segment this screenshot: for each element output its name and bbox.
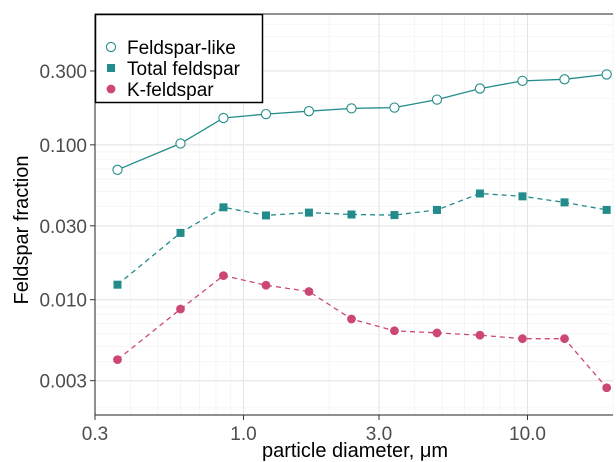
data-point bbox=[431, 94, 443, 105]
series-line bbox=[117, 274, 608, 389]
legend-label: Total feldspar bbox=[127, 59, 241, 80]
data-point bbox=[303, 106, 315, 117]
data-point bbox=[390, 326, 399, 336]
series-1 bbox=[113, 189, 611, 289]
data-point bbox=[219, 203, 228, 212]
data-point bbox=[474, 83, 486, 94]
series-line bbox=[117, 73, 607, 171]
y-tick-label: 0.003 bbox=[39, 372, 87, 393]
legend-marker bbox=[105, 41, 117, 53]
data-point bbox=[176, 228, 185, 237]
data-point bbox=[261, 211, 270, 220]
y-tick-label: 0.030 bbox=[39, 217, 87, 238]
legend-item: K-feldspar bbox=[106, 80, 214, 101]
y-tick-label: 0.010 bbox=[39, 291, 87, 312]
data-point bbox=[304, 208, 313, 217]
legend-item: Feldspar-like bbox=[105, 38, 236, 59]
data-point bbox=[517, 75, 528, 87]
series-2 bbox=[113, 271, 612, 393]
data-point bbox=[346, 103, 357, 114]
data-point bbox=[602, 383, 612, 393]
data-point bbox=[112, 164, 123, 175]
legend-label: K-feldspar bbox=[127, 80, 214, 101]
data-point bbox=[560, 334, 569, 344]
y-tick-label: 0.300 bbox=[39, 62, 87, 83]
data-point bbox=[218, 112, 229, 124]
y-axis-title: Feldspar fraction bbox=[11, 156, 33, 305]
data-point bbox=[304, 287, 314, 296]
data-point bbox=[518, 334, 527, 344]
data-point bbox=[175, 138, 186, 149]
x-tick-label: 10.0 bbox=[509, 424, 546, 445]
data-point bbox=[390, 211, 399, 220]
legend-label: Feldspar-like bbox=[127, 38, 236, 59]
data-point bbox=[347, 210, 356, 219]
series-line bbox=[117, 192, 607, 286]
data-point bbox=[113, 280, 122, 289]
legend-item: Total feldspar bbox=[107, 59, 241, 80]
series-0 bbox=[112, 69, 612, 175]
data-point bbox=[176, 304, 185, 314]
legend-marker bbox=[106, 84, 116, 94]
x-tick-label: 3.0 bbox=[366, 424, 392, 445]
x-axis-title: particle diameter, μm bbox=[262, 440, 448, 462]
data-point bbox=[260, 108, 272, 120]
data-point bbox=[432, 205, 441, 214]
data-point bbox=[475, 189, 484, 198]
x-tick-label: 1.0 bbox=[230, 424, 256, 445]
data-point bbox=[261, 280, 271, 290]
data-point bbox=[559, 74, 570, 85]
data-point bbox=[560, 198, 569, 207]
y-tick-label: 0.100 bbox=[39, 136, 87, 157]
data-point bbox=[113, 355, 122, 365]
data-point bbox=[219, 271, 228, 281]
data-point bbox=[475, 330, 485, 340]
data-point bbox=[389, 102, 400, 113]
data-point bbox=[601, 69, 612, 80]
data-point bbox=[602, 205, 611, 214]
data-point bbox=[432, 328, 442, 338]
axes: 0.3 1.0 3.0 10.0 0.003 0.010 0.030 0.100 0.300 bbox=[39, 13, 613, 445]
data-point bbox=[518, 192, 527, 201]
legend-marker bbox=[107, 64, 115, 72]
legend-box bbox=[94, 13, 264, 104]
series-layer bbox=[112, 69, 612, 393]
x-tick-label: 0.3 bbox=[82, 424, 108, 445]
data-point bbox=[347, 314, 356, 324]
